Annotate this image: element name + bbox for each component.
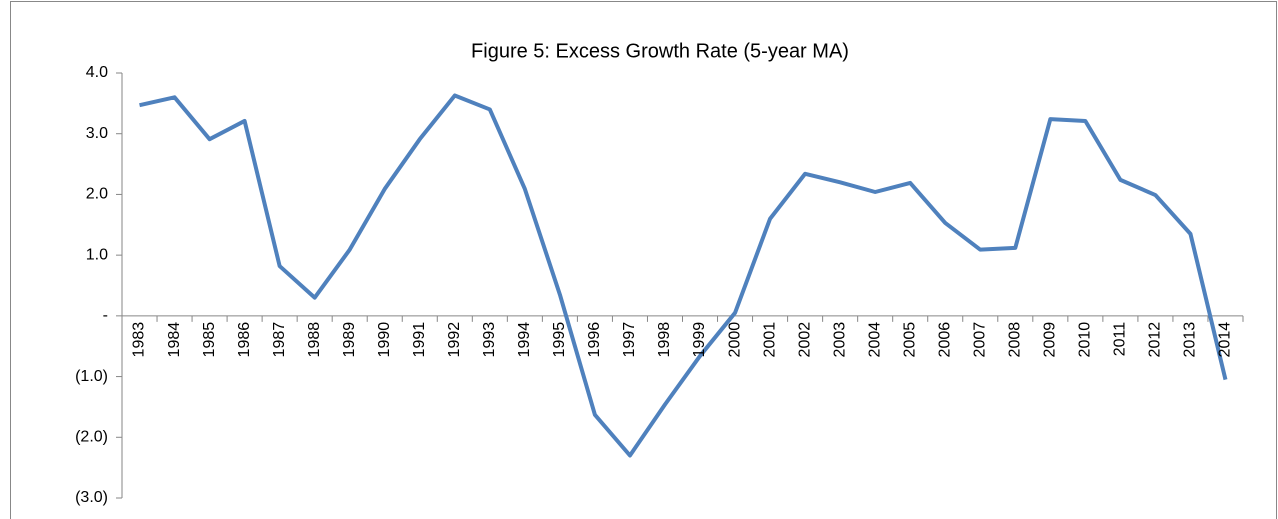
x-tick-label: 1997: [621, 322, 638, 358]
x-tick-label: 1999: [691, 322, 708, 358]
x-tick-label: 2014: [1217, 322, 1234, 358]
x-tick-label: 2010: [1077, 322, 1094, 358]
x-tick-label: 2003: [831, 322, 848, 358]
x-tick-label: 1996: [586, 322, 603, 358]
data-line: [139, 93, 1228, 458]
x-tick-label: 2007: [971, 322, 988, 358]
x-tick-label: 2008: [1007, 322, 1024, 358]
y-tick-label: (2.0): [75, 429, 108, 446]
x-tick-label: 2005: [901, 322, 918, 358]
chart-frame: [10, 1, 1277, 519]
x-tick-label: 2000: [726, 322, 743, 358]
y-tick-label: -: [103, 307, 108, 324]
x-tick-label: 2013: [1182, 322, 1199, 358]
x-tick-label: 2011: [1112, 322, 1129, 357]
x-tick-label: 2004: [866, 322, 883, 358]
x-tick-label: 1985: [201, 322, 218, 358]
y-tick-label: 4.0: [86, 64, 108, 81]
x-tick-label: 1992: [446, 322, 463, 358]
y-tick-label: 1.0: [86, 246, 108, 263]
x-tick-label: 1983: [131, 322, 148, 358]
y-tick-label: (1.0): [75, 368, 108, 385]
y-tick-label: 2.0: [86, 186, 108, 203]
chart-title: Figure 5: Excess Growth Rate (5-year MA): [471, 40, 849, 62]
x-tick-label: 1991: [411, 322, 428, 358]
x-tick-label: 1984: [166, 322, 183, 358]
x-tick-label: 2002: [796, 322, 813, 358]
x-tick-label: 1990: [376, 322, 393, 358]
x-tick-label: 1998: [656, 322, 673, 358]
x-tick-label: 1989: [341, 322, 358, 358]
x-tick-label: 1993: [481, 322, 498, 358]
x-tick-label: 2009: [1042, 322, 1059, 358]
x-tick-label: 1995: [551, 322, 568, 358]
y-tick-label: (3.0): [75, 489, 108, 506]
x-tick-label: 1987: [271, 322, 288, 358]
x-tick-label: 1988: [306, 322, 323, 358]
x-tick-label: 2001: [761, 322, 778, 358]
x-tick-label: 2006: [936, 322, 953, 358]
x-tick-label: 1994: [516, 322, 533, 358]
y-tick-label: 3.0: [86, 125, 108, 142]
x-tick-label: 1986: [236, 322, 253, 358]
x-tick-label: 2012: [1147, 322, 1164, 358]
